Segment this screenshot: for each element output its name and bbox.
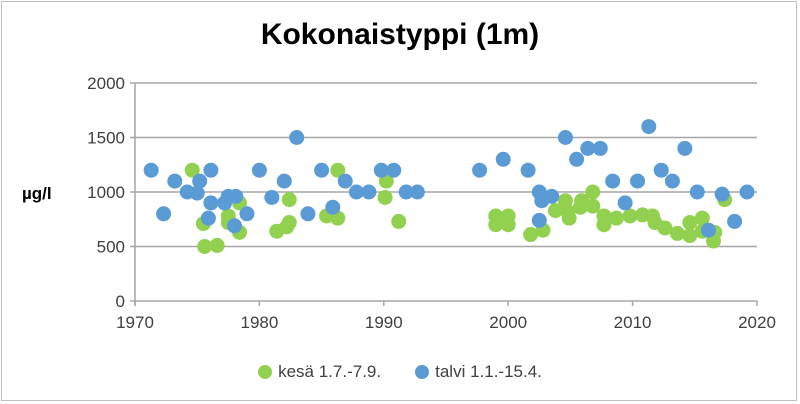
- x-tick-label: 2020: [738, 313, 776, 332]
- data-point-kesa: [281, 192, 297, 208]
- data-point-talvi: [373, 162, 389, 178]
- data-point-kesa: [622, 208, 638, 224]
- legend-label-kesa: kesä 1.7.-7.9.: [278, 362, 382, 381]
- x-tick-label: 1970: [116, 313, 154, 332]
- data-point-talvi: [264, 189, 280, 205]
- data-point-talvi: [641, 119, 657, 135]
- data-point-talvi: [700, 222, 716, 238]
- data-point-talvi: [325, 199, 341, 215]
- data-point-talvi: [192, 173, 208, 189]
- y-axis-label: µg/l: [22, 184, 52, 203]
- data-point-talvi: [228, 188, 244, 204]
- legend-item-talvi: talvi 1.1.-15.4.: [415, 362, 542, 382]
- data-point-kesa: [596, 217, 612, 233]
- data-point-talvi: [664, 173, 680, 189]
- data-point-talvi: [531, 212, 547, 228]
- chart-title: Kokonaistyppi (1m): [260, 18, 540, 51]
- data-point-kesa: [500, 217, 516, 233]
- data-point-talvi: [544, 188, 560, 204]
- data-point-talvi: [200, 210, 216, 226]
- data-point-talvi: [714, 186, 730, 202]
- data-point-talvi: [203, 162, 219, 178]
- x-tick-label: 1990: [365, 313, 403, 332]
- data-point-kesa: [391, 213, 407, 229]
- data-point-kesa: [669, 225, 685, 241]
- data-point-talvi: [653, 162, 669, 178]
- data-point-kesa: [561, 210, 577, 226]
- data-point-kesa: [682, 215, 698, 231]
- y-tick-label: 2000: [87, 74, 125, 93]
- data-point-talvi: [337, 173, 353, 189]
- data-point-talvi: [739, 184, 755, 200]
- legend-label-talvi: talvi 1.1.-15.4.: [435, 362, 542, 381]
- data-point-kesa: [523, 227, 539, 243]
- data-point-talvi: [605, 173, 621, 189]
- data-point-kesa: [694, 210, 710, 226]
- data-point-talvi: [239, 206, 255, 222]
- data-point-talvi: [289, 130, 305, 145]
- data-point-talvi: [361, 184, 377, 200]
- data-point-talvi: [276, 173, 292, 189]
- data-point-kesa: [547, 203, 563, 219]
- data-point-talvi: [348, 184, 364, 200]
- data-point-kesa: [184, 162, 200, 178]
- data-point-talvi: [167, 173, 183, 189]
- data-point-talvi: [580, 140, 596, 156]
- data-point-talvi: [300, 206, 316, 222]
- data-point-talvi: [727, 213, 743, 229]
- x-tick-label: 2010: [614, 313, 652, 332]
- data-point-kesa: [608, 210, 624, 226]
- data-point-talvi: [203, 195, 219, 211]
- data-point-talvi: [398, 184, 414, 200]
- data-point-kesa: [585, 184, 601, 200]
- data-point-kesa: [574, 193, 590, 209]
- data-point-kesa: [488, 217, 504, 233]
- legend-item-kesa: kesä 1.7.-7.9.: [258, 362, 381, 382]
- data-point-kesa: [682, 228, 698, 244]
- data-point-talvi: [143, 162, 159, 178]
- y-tick-label: 500: [97, 238, 125, 257]
- y-tick-label: 0: [116, 292, 125, 311]
- data-point-kesa: [657, 220, 673, 236]
- x-tick-label: 2000: [489, 313, 527, 332]
- data-point-talvi: [251, 162, 267, 178]
- data-point-talvi: [409, 184, 425, 200]
- data-point-kesa: [377, 189, 393, 205]
- legend: kesä 1.7.-7.9. talvi 1.1.-15.4.: [0, 362, 800, 382]
- data-point-talvi: [386, 162, 402, 178]
- y-tick-label: 1500: [87, 129, 125, 148]
- data-point-kesa: [585, 198, 601, 214]
- data-point-talvi: [630, 173, 646, 189]
- y-tick-label: 1000: [87, 183, 125, 202]
- data-point-talvi: [569, 151, 585, 167]
- data-point-talvi: [472, 162, 488, 178]
- data-point-talvi: [520, 162, 536, 178]
- data-point-kesa: [209, 237, 225, 253]
- data-point-kesa: [197, 239, 213, 254]
- data-point-kesa: [330, 162, 346, 178]
- data-point-talvi: [677, 140, 693, 156]
- x-tick-label: 1980: [240, 313, 278, 332]
- data-point-talvi: [557, 130, 573, 145]
- data-point-talvi: [189, 185, 205, 201]
- legend-marker-talvi: [415, 365, 430, 379]
- legend-marker-kesa: [258, 365, 273, 379]
- data-point-talvi: [592, 140, 608, 156]
- data-point-talvi: [314, 162, 330, 178]
- data-point-kesa: [279, 219, 295, 235]
- data-point-talvi: [156, 206, 172, 222]
- data-point-talvi: [617, 195, 633, 211]
- data-point-talvi: [495, 151, 511, 167]
- data-point-talvi: [689, 184, 705, 200]
- data-point-talvi: [227, 218, 243, 234]
